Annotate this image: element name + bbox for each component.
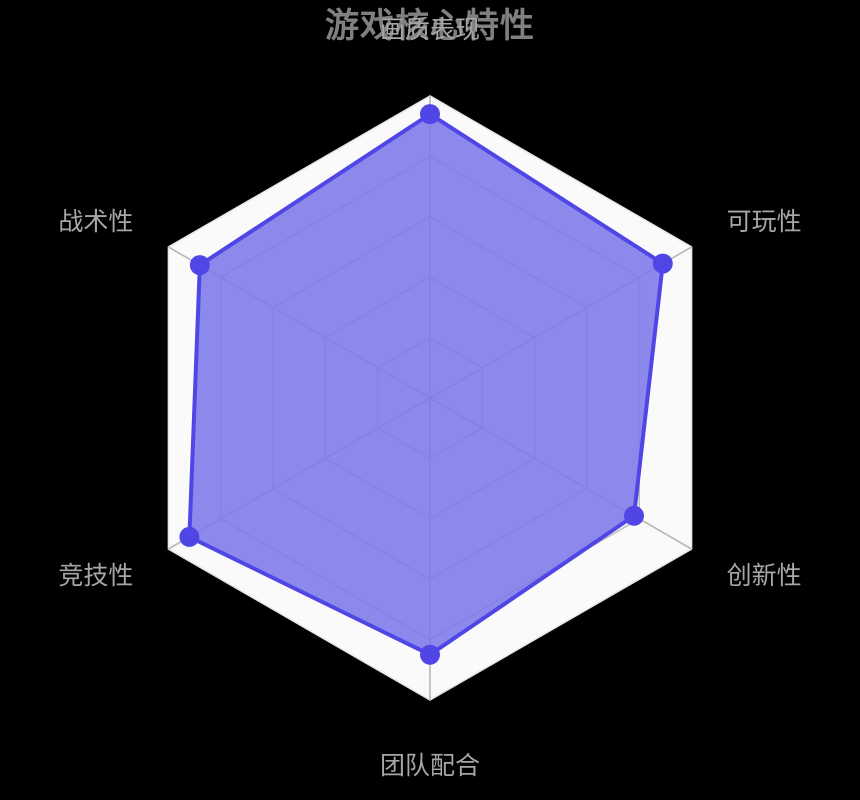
data-point-战术性[interactable] [189,255,210,276]
data-point-可玩性[interactable] [652,253,673,274]
axis-label-可玩性: 可玩性 [727,207,802,236]
axis-label-竞技性: 竞技性 [58,561,133,590]
data-point-画质表现[interactable] [420,104,440,125]
axis-label-战术性: 战术性 [58,207,133,236]
chart-title: 游戏核心特性 [325,6,535,46]
axis-label-创新性: 创新性 [727,561,802,590]
axis-label-团队配合: 团队配合 [380,751,480,780]
axis-label-画质表现: 画质表现 [380,15,480,44]
data-point-竞技性[interactable] [179,526,200,547]
data-point-团队配合[interactable] [420,644,440,665]
data-point-创新性[interactable] [624,505,644,526]
series-points-group [179,104,673,665]
